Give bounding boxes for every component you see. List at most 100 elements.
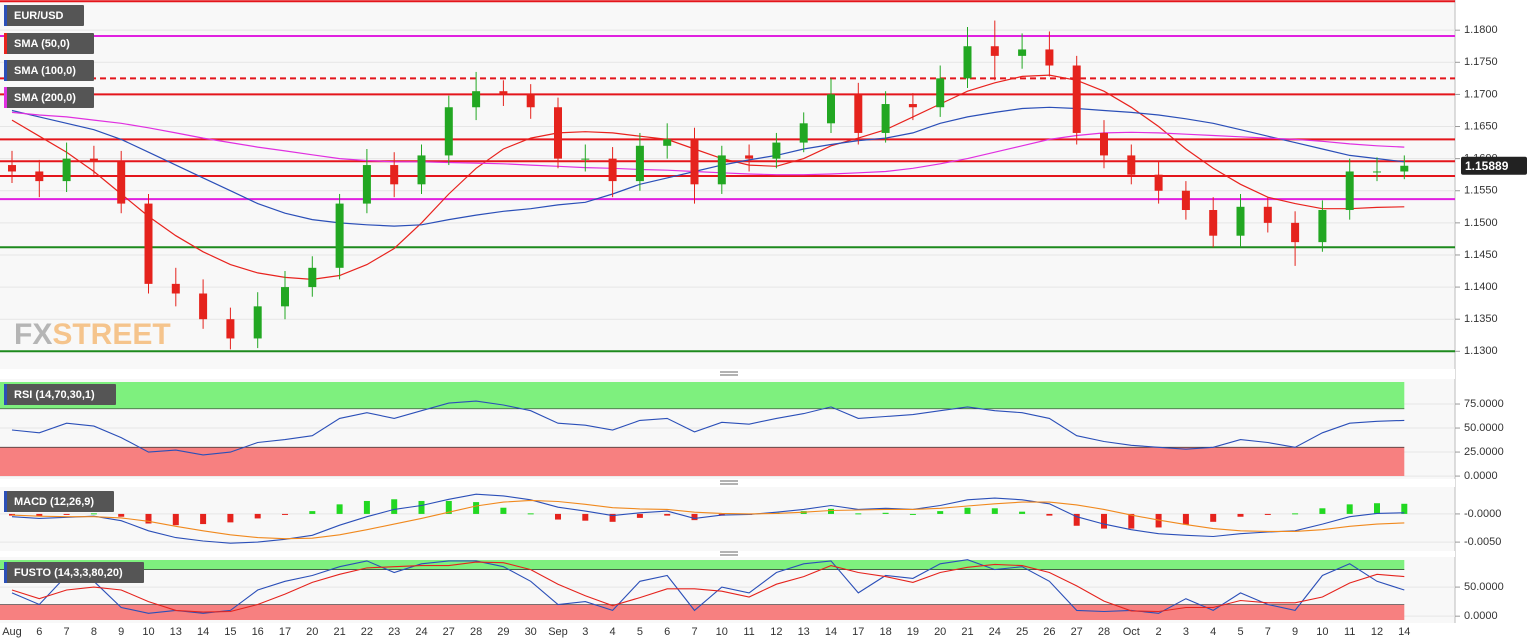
candle-body — [281, 287, 289, 307]
candle-body — [89, 158, 98, 162]
y-tick-label: 75.0000 — [1464, 398, 1504, 410]
legend-label: FUSTO (14,3,3,80,20) — [14, 567, 123, 579]
histogram-bar — [145, 513, 152, 524]
histogram-bar — [200, 513, 207, 525]
candle-body — [990, 46, 999, 56]
watermark: STREET — [52, 318, 170, 351]
candle-body — [635, 145, 644, 182]
candle-body — [1373, 171, 1381, 173]
date-axis-background — [0, 623, 1531, 643]
date-label: 29 — [497, 626, 509, 638]
candle-body — [226, 319, 235, 339]
histogram-bar — [1101, 513, 1107, 529]
y-tick-label: 1.1750 — [1464, 56, 1498, 68]
date-label: 28 — [470, 626, 482, 638]
histogram-bar — [991, 508, 998, 514]
last-price-label: 1.15889 — [1465, 159, 1509, 173]
date-label: 14 — [197, 626, 209, 638]
histogram-bar — [555, 513, 561, 520]
histogram-bar — [582, 513, 589, 521]
legend-box — [4, 562, 144, 583]
histogram-bar — [418, 500, 425, 514]
candle-body — [1100, 132, 1108, 156]
histogram-bar — [691, 513, 698, 521]
histogram-bar — [527, 513, 534, 515]
y-tick-label: 50.0000 — [1464, 581, 1504, 593]
panel-grip — [720, 371, 738, 556]
candle-body — [963, 46, 972, 79]
date-label: 13 — [798, 626, 810, 638]
date-label: 10 — [1316, 626, 1328, 638]
candle-body — [1400, 165, 1409, 172]
candle-body — [827, 94, 835, 124]
date-label: 19 — [907, 626, 919, 638]
histogram-bar — [964, 507, 971, 514]
candle-body — [171, 283, 180, 294]
histogram-bar — [609, 513, 616, 522]
candle-body — [526, 94, 535, 108]
candle-body — [253, 306, 262, 339]
date-label: 9 — [118, 626, 124, 638]
candle-body — [144, 203, 153, 284]
candle-body — [745, 155, 754, 159]
date-label: 13 — [170, 626, 182, 638]
y-tick-label: 1.1650 — [1464, 120, 1498, 132]
date-label: 5 — [1237, 626, 1243, 638]
watermark: FX — [14, 318, 52, 351]
date-label: 16 — [252, 626, 264, 638]
indicator-line — [11, 559, 1405, 614]
candle-body — [390, 165, 399, 185]
histogram-bar — [282, 513, 288, 515]
histogram-bar — [172, 513, 179, 526]
date-label: 10 — [142, 626, 154, 638]
band-lower — [0, 447, 1405, 476]
histogram-bar — [227, 513, 234, 523]
date-label: 18 — [879, 626, 891, 638]
date-label: 3 — [1183, 626, 1189, 638]
candle-body — [1236, 206, 1245, 236]
date-label: Sep — [548, 626, 568, 638]
indicator-line — [11, 400, 1405, 456]
candle-body — [417, 155, 426, 185]
histogram-bar — [63, 513, 70, 515]
candle-body — [799, 123, 808, 143]
histogram-bar — [363, 500, 370, 514]
histogram-bar — [500, 507, 507, 514]
legend-box — [4, 60, 94, 81]
candle-body — [499, 91, 508, 95]
date-label: 28 — [1098, 626, 1110, 638]
histogram-bar — [445, 500, 452, 514]
legend-box — [4, 87, 94, 108]
candle-body — [554, 107, 562, 159]
legend-swatch — [4, 60, 7, 81]
histogram-bar — [36, 513, 43, 517]
candle-body — [444, 107, 453, 156]
indicator-line — [11, 561, 1405, 613]
date-label: 7 — [64, 626, 70, 638]
histogram-bar — [1019, 511, 1026, 514]
separator — [0, 551, 1455, 557]
histogram-bar — [90, 513, 97, 515]
y-tick-label: 1.1300 — [1464, 345, 1498, 357]
date-label: 25 — [1016, 626, 1028, 638]
date-label: 17 — [279, 626, 291, 638]
candle-body — [881, 104, 890, 133]
legend-swatch — [4, 5, 7, 26]
date-label: 6 — [36, 626, 42, 638]
date-label: Aug — [2, 626, 22, 638]
candle-body — [690, 139, 699, 185]
candle-body — [854, 94, 863, 133]
band-upper — [0, 560, 1405, 570]
date-label: 21 — [333, 626, 345, 638]
candle-body — [936, 78, 945, 108]
histogram-bar — [1073, 513, 1080, 526]
date-label: 11 — [743, 626, 754, 638]
date-label: 4 — [1210, 626, 1216, 638]
candle-body — [1291, 222, 1300, 243]
date-label: 20 — [934, 626, 946, 638]
legend-box — [4, 5, 84, 26]
sma-line — [11, 106, 1405, 227]
legend-swatch — [4, 87, 7, 108]
legend-swatch — [4, 33, 7, 54]
